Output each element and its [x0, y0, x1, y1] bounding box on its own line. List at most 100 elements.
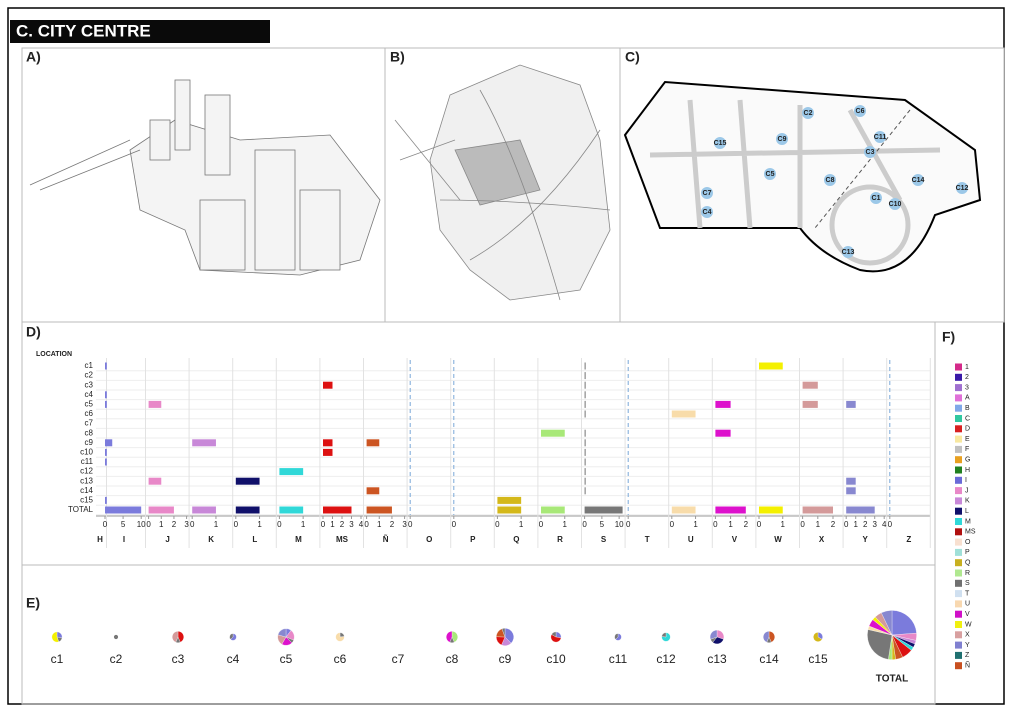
map-label: C3	[866, 149, 875, 156]
row-label: c10	[80, 448, 93, 457]
title: C. CITY CENTRE	[16, 21, 151, 40]
panel-label: F)	[942, 329, 955, 345]
x-tick-label: 1	[693, 520, 698, 529]
legend-label: G	[965, 457, 970, 464]
bar	[585, 449, 586, 456]
pie-label: c3	[172, 652, 185, 666]
bar	[149, 507, 174, 514]
map-label: C5	[766, 171, 775, 178]
x-tick-label: 5	[600, 520, 605, 529]
legend-label: F	[965, 446, 969, 453]
column-header: U	[688, 535, 694, 544]
x-tick-label: 1	[257, 520, 262, 529]
bar	[585, 372, 586, 379]
x-tick-label: 0	[190, 520, 195, 529]
map-label: C7	[703, 190, 712, 197]
row-label: c6	[85, 409, 94, 418]
panel-label: B)	[390, 49, 405, 65]
row-label: c11	[81, 457, 94, 466]
x-tick-label: 0	[670, 520, 675, 529]
legend-label: T	[965, 590, 970, 597]
pie-label: c13	[707, 652, 727, 666]
x-tick-label: 0	[713, 520, 718, 529]
legend-label: Ñ	[965, 661, 970, 670]
x-tick-label: 10	[137, 520, 146, 529]
legend-swatch	[955, 611, 962, 618]
legend-swatch	[955, 394, 962, 401]
legend-swatch	[955, 539, 962, 546]
x-tick-label: 2	[172, 520, 177, 529]
bar	[585, 507, 623, 514]
bar	[192, 507, 216, 514]
legend-label: A	[965, 395, 970, 402]
x-tick-label: 4	[882, 520, 887, 529]
bar	[803, 507, 833, 514]
map-label: C9	[778, 136, 787, 143]
column-header: R	[557, 535, 563, 544]
bar	[105, 391, 107, 398]
row-label: c8	[85, 428, 94, 437]
bar	[715, 401, 730, 408]
legend-label: R	[965, 570, 970, 577]
x-tick-label: 5	[121, 520, 126, 529]
bar	[323, 382, 333, 389]
x-tick-label: 0	[757, 520, 762, 529]
legend-swatch	[955, 600, 962, 607]
column-header: K	[208, 535, 214, 544]
row-header: LOCATION	[36, 351, 72, 358]
bar	[279, 468, 303, 475]
legend-label: 2	[965, 374, 969, 381]
legend-swatch	[955, 374, 962, 381]
legend-swatch	[955, 549, 962, 556]
column-header: L	[252, 535, 257, 544]
column-header: J	[165, 535, 169, 544]
x-tick-label: 2	[744, 520, 749, 529]
bar	[105, 507, 141, 514]
x-tick-label: 3	[872, 520, 877, 529]
legend-swatch	[955, 508, 962, 515]
bar	[323, 449, 333, 456]
pie-label: c12	[656, 652, 676, 666]
legend-label: M	[965, 518, 971, 525]
pie-slice	[340, 633, 344, 637]
legend-label: 1	[965, 364, 969, 371]
legend-label: L	[965, 508, 969, 515]
bar	[105, 459, 107, 466]
map-label: C13	[842, 249, 855, 256]
legend-swatch	[955, 415, 962, 422]
x-tick-label: 1	[728, 520, 733, 529]
bar	[236, 478, 260, 485]
x-tick-label: 1	[781, 520, 786, 529]
legend-label: S	[965, 580, 970, 587]
bar	[367, 439, 380, 446]
bar	[367, 487, 380, 494]
column-header: W	[774, 535, 782, 544]
bar	[367, 507, 392, 514]
legend-label: Y	[965, 642, 970, 649]
map-label: C2	[804, 110, 813, 117]
x-tick-label: 0	[626, 520, 631, 529]
row-label: c5	[85, 400, 94, 409]
bar	[585, 363, 586, 370]
column-header: Z	[906, 535, 911, 544]
bar	[585, 478, 586, 485]
x-tick-label: 0	[364, 520, 369, 529]
row-label: c13	[80, 476, 93, 485]
bar	[672, 507, 696, 514]
bar	[715, 430, 730, 437]
pie-label: c11	[609, 652, 628, 666]
column-header: MS	[336, 535, 349, 544]
legend-label: I	[965, 477, 967, 484]
bar	[149, 478, 162, 485]
pie-label: c10	[546, 652, 566, 666]
map-label: C10	[889, 201, 902, 208]
bar	[497, 497, 521, 504]
figure: C. CITY CENTRE C1C2C3C4C5C6C7C8C9C10C11C…	[0, 0, 1011, 706]
map-label: C12	[956, 185, 969, 192]
legend-swatch	[955, 477, 962, 484]
x-tick-label: 1	[816, 520, 821, 529]
legend-swatch	[955, 621, 962, 628]
x-tick-label: 3	[402, 520, 407, 529]
bar	[192, 439, 216, 446]
map-label: C11	[874, 134, 887, 141]
